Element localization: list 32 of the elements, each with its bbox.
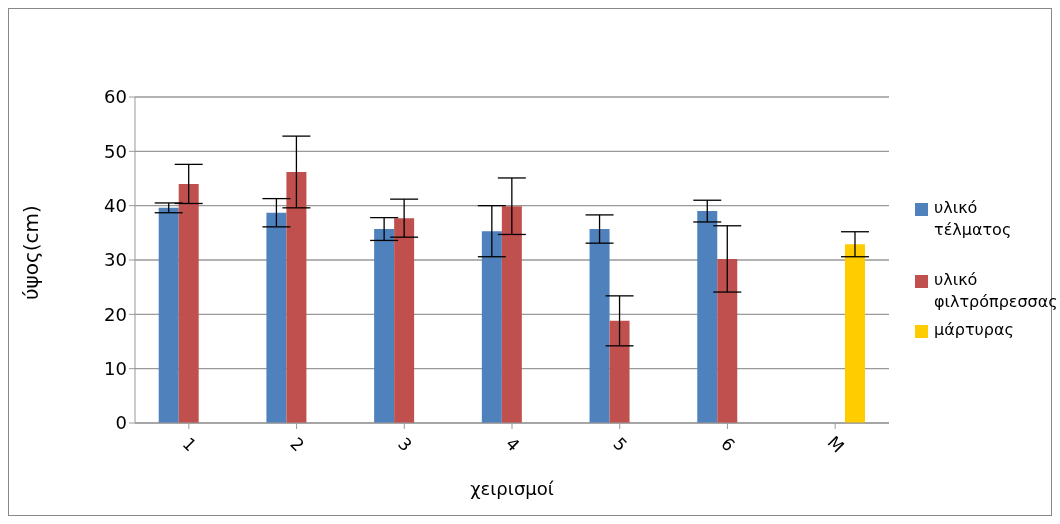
- x-tick-label: 5: [609, 433, 632, 456]
- x-tick-label: 2: [286, 433, 309, 456]
- x-axis-title: χειρισμοί: [470, 478, 554, 499]
- y-tick-label: 30: [104, 249, 127, 271]
- y-tick-label: 50: [104, 140, 127, 162]
- x-tick-label: M: [823, 432, 849, 457]
- bar: [501, 206, 522, 423]
- x-tick-label: 6: [717, 433, 740, 456]
- bar: [481, 231, 502, 423]
- legend-label: υλικό φιλτρόπρεσσας: [934, 269, 1058, 313]
- x-tick-label: 3: [394, 433, 416, 456]
- x-tick-label: 1: [178, 433, 201, 456]
- bar: [589, 229, 610, 423]
- bar: [844, 244, 865, 423]
- bar: [266, 212, 287, 423]
- bar: [374, 229, 395, 423]
- bar: [178, 183, 199, 423]
- y-axis-title: ύψος(cm): [19, 205, 44, 300]
- legend-label: υλικό τέλματος: [934, 197, 1013, 241]
- y-tick-label: 20: [104, 303, 127, 325]
- y-tick-label: 0: [115, 412, 127, 434]
- bar: [609, 320, 630, 423]
- x-tick-label: 4: [501, 433, 524, 456]
- bar: [286, 171, 307, 423]
- legend-label: μάρτυρας: [934, 319, 1014, 341]
- bar: [158, 207, 179, 423]
- y-tick-label: 40: [104, 195, 127, 217]
- y-tick-label: 60: [104, 86, 127, 108]
- y-tick-label: 10: [104, 358, 127, 380]
- bar: [697, 211, 718, 423]
- bar: [394, 218, 415, 423]
- bar: [717, 258, 738, 423]
